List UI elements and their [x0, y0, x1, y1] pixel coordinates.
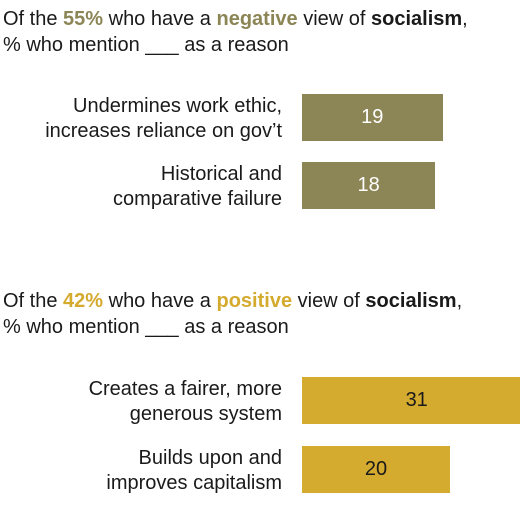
positive-panel-subtitle: % who mention ___ as a reason: [3, 316, 289, 338]
title-post: ,: [456, 290, 463, 312]
title-view-word: negative: [216, 8, 298, 30]
bar-value-label: 20: [364, 458, 388, 480]
bar-label-line: increases reliance on gov’t: [45, 120, 282, 142]
bar-label-line: Creates a fairer, more: [88, 378, 282, 400]
bar-value-label: 19: [361, 106, 384, 128]
title-pre: Of the: [3, 290, 64, 312]
bar: 31: [302, 377, 520, 424]
negative-panel-subtitle: % who mention ___ as a reason: [3, 34, 289, 56]
bar-label-line: Builds upon and: [138, 447, 282, 469]
positive-panel: Of the 42% who have a positive view of s…: [3, 288, 518, 340]
positive-bar-row: Builds upon and improves capitalism 20: [0, 446, 515, 496]
bar: 18: [302, 162, 436, 209]
bar-label-line: Historical and: [160, 163, 282, 185]
title-term: socialism: [371, 8, 463, 30]
title-mid: who have a: [103, 8, 217, 30]
title-percent: 55%: [63, 8, 104, 30]
title-pre: Of the: [3, 8, 64, 30]
bar-label: Historical and comparative failure: [2, 162, 282, 212]
negative-panel: Of the 55% who have a negative view of s…: [3, 6, 518, 58]
bar-value-label: 18: [357, 174, 380, 196]
title-mid2: view of: [292, 290, 366, 312]
negative-bar-row: Historical and comparative failure 18: [0, 162, 515, 212]
title-mid2: view of: [297, 8, 371, 30]
bar-label-line: comparative failure: [113, 188, 282, 210]
bar-label: Builds upon and improves capitalism: [2, 446, 282, 496]
bar-label-line: generous system: [129, 403, 282, 425]
title-view-word: positive: [216, 290, 293, 312]
bar: 20: [302, 446, 450, 493]
title-term: socialism: [365, 290, 457, 312]
bar: 19: [302, 94, 443, 141]
bar-value-label: 31: [405, 389, 428, 411]
bar-label-line: Undermines work ethic,: [73, 95, 282, 117]
title-mid: who have a: [103, 290, 217, 312]
negative-bar-row: Undermines work ethic, increases relianc…: [0, 94, 515, 144]
positive-panel-title: Of the 42% who have a positive view of s…: [3, 288, 518, 314]
bar-label-line: improves capitalism: [106, 472, 282, 494]
bar-label: Creates a fairer, more generous system: [2, 377, 282, 427]
bar-label: Undermines work ethic, increases relianc…: [2, 94, 282, 144]
positive-bar-row: Creates a fairer, more generous system 3…: [0, 377, 520, 427]
negative-panel-title: Of the 55% who have a negative view of s…: [3, 6, 518, 32]
title-post: ,: [462, 8, 468, 30]
title-percent: 42%: [63, 290, 104, 312]
